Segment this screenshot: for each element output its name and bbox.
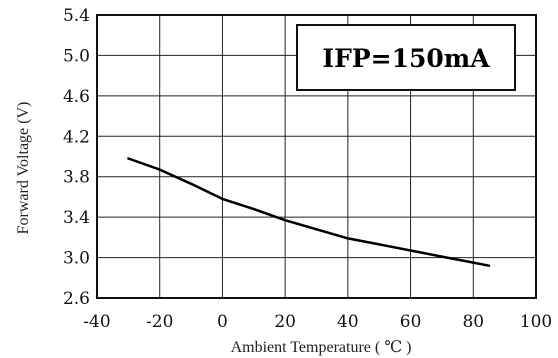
- annotation-frame: [296, 24, 516, 91]
- x-axis-title: Ambient Temperature ( ℃ ): [231, 339, 412, 356]
- x-tick-label: 40: [337, 312, 359, 332]
- x-tick-label: -20: [146, 312, 173, 332]
- x-tick-label: 20: [274, 312, 296, 332]
- y-tick-label: 2.6: [63, 289, 90, 309]
- y-tick-label: 4.2: [63, 127, 90, 147]
- x-tick-label: 0: [217, 312, 228, 332]
- series-line: [127, 157, 491, 267]
- annotation-label: IFP=150mA: [322, 44, 490, 73]
- y-tick-label: 3.8: [63, 168, 90, 188]
- y-tick-label: 5.0: [63, 46, 90, 66]
- y-tick-label: 4.6: [63, 87, 90, 107]
- y-axis-title: Forward Voltage (V): [15, 102, 32, 235]
- y-tick-label: 5.4: [63, 6, 90, 26]
- x-tick-label: 60: [400, 312, 422, 332]
- plot-frame: [96, 14, 537, 299]
- series-layer: [127, 157, 491, 267]
- x-tick-label: 100: [520, 312, 552, 332]
- y-tick-label: 3.0: [63, 249, 90, 269]
- tick-labels: -40 -20 0 20 40 60 80 100 2.6 3.0 3.4 3.8 4.2 4.6 5.0 5…: [63, 6, 552, 332]
- x-tick-label: -40: [83, 312, 110, 332]
- y-tick-label: 3.4: [63, 208, 90, 228]
- x-tick-label: 80: [462, 312, 484, 332]
- annotation-box: IFP=150mA: [296, 24, 516, 91]
